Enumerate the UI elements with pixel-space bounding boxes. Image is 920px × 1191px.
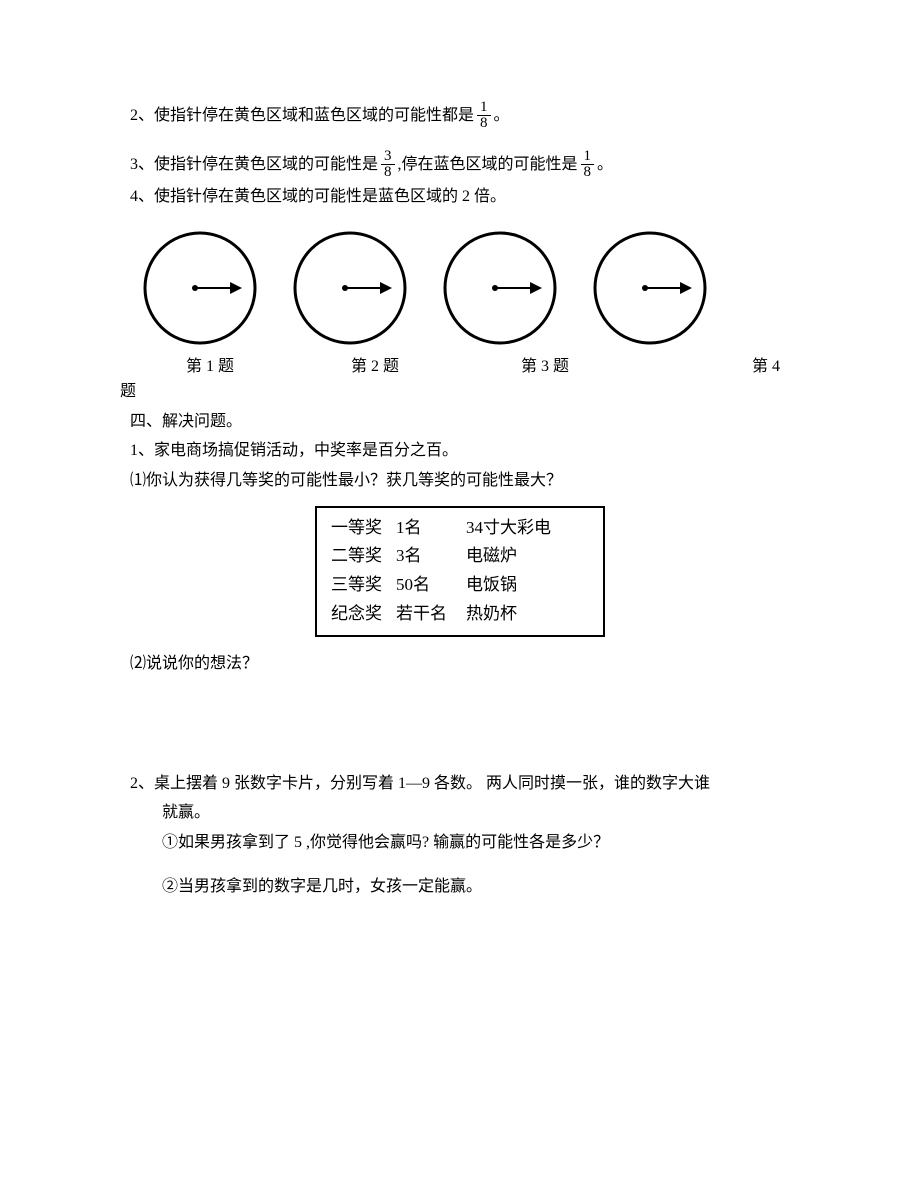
prize-count: 50名 bbox=[396, 571, 466, 600]
q2-suffix: 。 bbox=[494, 103, 510, 129]
spinner-icon bbox=[440, 228, 560, 348]
problem-2-line2: 就赢。 bbox=[130, 800, 790, 826]
question-3: 3、使指针停在黄色区域的可能性是 3 8 ,停在蓝色区域的可能性是 1 8 。 bbox=[130, 149, 790, 180]
section-4-title: 四、解决问题。 bbox=[130, 409, 790, 435]
q3-mid: ,停在蓝色区域的可能性是 bbox=[398, 152, 578, 178]
prize-count: 若干名 bbox=[396, 600, 466, 629]
prize-name: 纪念奖 bbox=[331, 600, 396, 629]
prize-count: 1名 bbox=[396, 514, 466, 543]
circle-4 bbox=[590, 228, 710, 348]
prize-name: 一等奖 bbox=[331, 514, 396, 543]
prize-item: 热奶杯 bbox=[466, 600, 589, 629]
q2-prefix: 2、使指针停在黄色区域和蓝色区域的可能性都是 bbox=[130, 103, 474, 129]
prize-table: 一等奖 1名 34寸大彩电 二等奖 3名 电磁炉 三等奖 50名 电饭锅 纪念奖… bbox=[315, 506, 605, 638]
fraction-1-8-b: 1 8 bbox=[581, 149, 595, 180]
problem-2-sub1: ①如果男孩拿到了 5 ,你觉得他会赢吗? 输赢的可能性各是多少？ bbox=[130, 830, 790, 856]
spinner-icon bbox=[590, 228, 710, 348]
prize-item: 34寸大彩电 bbox=[466, 514, 589, 543]
frac-numerator: 3 bbox=[381, 149, 395, 165]
prize-item: 电饭锅 bbox=[466, 571, 589, 600]
prize-row: 二等奖 3名 电磁炉 bbox=[331, 542, 589, 571]
problem-1: 1、家电商场搞促销活动，中奖率是百分之百。 bbox=[130, 438, 790, 464]
label-1: 第 1 题 bbox=[130, 354, 290, 380]
label-4: 第 4 bbox=[630, 354, 780, 380]
prize-name: 三等奖 bbox=[331, 571, 396, 600]
circle-3 bbox=[440, 228, 560, 348]
problem-2-sub2: ②当男孩拿到的数字是几时，女孩一定能赢。 bbox=[130, 874, 790, 900]
problem-1-sub2: ⑵说说你的想法？ bbox=[130, 651, 790, 677]
label-2: 第 2 题 bbox=[290, 354, 460, 380]
frac-numerator: 1 bbox=[477, 100, 491, 116]
label-3: 第 3 题 bbox=[460, 354, 630, 380]
circle-labels: 第 1 题 第 2 题 第 3 题 第 4 bbox=[130, 354, 790, 380]
dangling-char: 题 bbox=[120, 379, 790, 405]
frac-denominator: 8 bbox=[477, 116, 491, 131]
fraction-1-8: 1 8 bbox=[477, 100, 491, 131]
question-4: 4、使指针停在黄色区域的可能性是蓝色区域的 2 倍。 bbox=[130, 184, 790, 210]
q3-suffix: 。 bbox=[597, 152, 613, 178]
fraction-3-8: 3 8 bbox=[381, 149, 395, 180]
problem-2-line1: 2、桌上摆着 9 张数字卡片，分别写着 1—9 各数。 两人同时摸一张，谁的数字… bbox=[130, 771, 790, 797]
q3-prefix: 3、使指针停在黄色区域的可能性是 bbox=[130, 152, 378, 178]
prize-row: 三等奖 50名 电饭锅 bbox=[331, 571, 589, 600]
prize-item: 电磁炉 bbox=[466, 542, 589, 571]
prize-row: 纪念奖 若干名 热奶杯 bbox=[331, 600, 589, 629]
circle-2 bbox=[290, 228, 410, 348]
problem-1-sub1: ⑴你认为获得几等奖的可能性最小？获几等奖的可能性最大？ bbox=[130, 468, 790, 494]
circles-row bbox=[140, 228, 790, 348]
frac-denominator: 8 bbox=[581, 165, 595, 180]
spinner-icon bbox=[140, 228, 260, 348]
frac-denominator: 8 bbox=[381, 165, 395, 180]
prize-name: 二等奖 bbox=[331, 542, 396, 571]
frac-numerator: 1 bbox=[581, 149, 595, 165]
circle-1 bbox=[140, 228, 260, 348]
spinner-icon bbox=[290, 228, 410, 348]
question-2: 2、使指针停在黄色区域和蓝色区域的可能性都是 1 8 。 bbox=[130, 100, 790, 131]
prize-row: 一等奖 1名 34寸大彩电 bbox=[331, 514, 589, 543]
prize-count: 3名 bbox=[396, 542, 466, 571]
